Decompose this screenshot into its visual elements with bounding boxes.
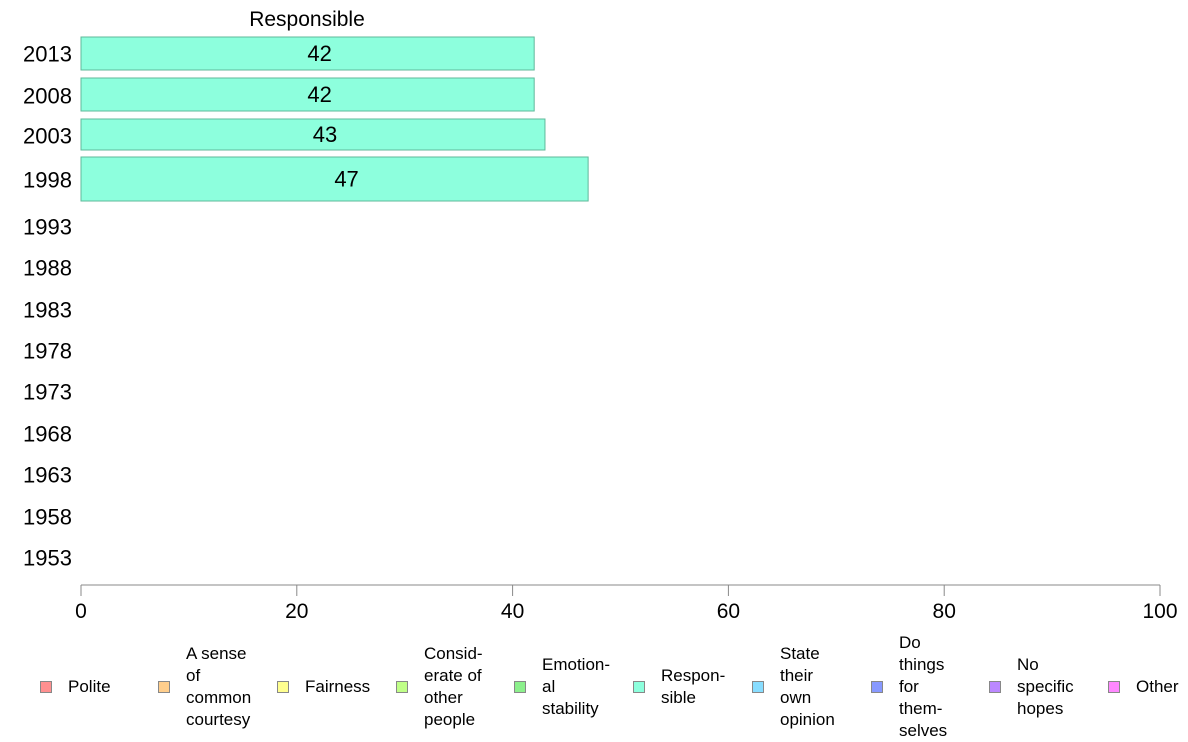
bar-value-label: 42 — [307, 41, 331, 66]
y-tick-label: 1993 — [23, 215, 72, 240]
legend-item: A sense of common courtesy — [158, 638, 251, 736]
y-tick-label: 1958 — [23, 505, 72, 530]
legend-label: Other — [1136, 677, 1179, 696]
legend-swatch — [158, 681, 170, 693]
legend-item: Fairness — [277, 638, 370, 736]
bar-value-label: 43 — [313, 122, 337, 147]
legend-swatch — [277, 681, 289, 693]
legend-swatch — [989, 681, 1001, 693]
bar — [80, 77, 535, 112]
y-tick-label: 1998 — [23, 168, 72, 193]
bar-chart: Responsible 42 42 43 47 2013 2008 2003 1998 199… — [23, 8, 1177, 623]
legend-item: Consid- erate of other people — [396, 638, 483, 736]
legend-item: Polite — [40, 638, 111, 736]
legend-label: Consid- erate of other people — [424, 644, 483, 729]
legend-swatch — [752, 681, 764, 693]
x-tick-label: 100 — [1142, 600, 1177, 623]
x-tick-label: 80 — [933, 600, 956, 623]
y-tick-label: 1978 — [23, 339, 72, 364]
y-tick-label: 1988 — [23, 256, 72, 281]
legend-label: A sense of common courtesy — [186, 644, 252, 729]
chart-legend: Polite A sense of common courtesy Fairness… — [0, 633, 1188, 740]
legend-label: Respon- sible — [661, 666, 726, 707]
legend-item: State their own opinion — [752, 638, 835, 736]
legend-item: No specific hopes — [989, 638, 1074, 736]
y-tick-label: 2008 — [23, 84, 72, 109]
legend-label: State their own opinion — [780, 644, 835, 729]
y-tick-label: 1973 — [23, 380, 72, 405]
bar — [80, 156, 589, 202]
chart-title: Responsible — [249, 8, 365, 31]
legend-item: Other — [1108, 638, 1179, 736]
bar-value-label: 42 — [307, 82, 331, 107]
legend-item: Respon- sible — [633, 638, 725, 736]
x-tick-label: 40 — [501, 600, 524, 623]
legend-item: Emotion- al stability — [514, 638, 610, 736]
y-tick-label: 1968 — [23, 422, 72, 447]
y-tick-label: 2013 — [23, 42, 72, 67]
bar-value-label: 47 — [334, 167, 358, 192]
legend-swatch — [40, 681, 52, 693]
legend-swatch — [633, 681, 645, 693]
y-tick-label: 1983 — [23, 298, 72, 323]
legend-label: No specific hopes — [1017, 655, 1074, 718]
y-tick-label: 1963 — [23, 463, 72, 488]
y-tick-label: 1953 — [23, 546, 72, 571]
bar — [80, 118, 546, 151]
x-tick-label: 60 — [717, 600, 740, 623]
x-tick-label: 20 — [285, 600, 308, 623]
y-tick-label: 2003 — [23, 124, 72, 149]
legend-swatch — [1108, 681, 1120, 693]
legend-label: Emotion- al stability — [542, 655, 611, 718]
legend-label: Polite — [68, 677, 111, 696]
bar — [80, 36, 535, 71]
legend-label: Fairness — [305, 677, 371, 696]
x-tick-label: 0 — [75, 600, 87, 623]
legend-label: Do things for them- selves — [899, 633, 948, 740]
legend-swatch — [871, 681, 883, 693]
legend-swatch — [514, 681, 526, 693]
legend-swatch — [396, 681, 408, 693]
legend-item: Do things for them- selves — [871, 633, 947, 740]
